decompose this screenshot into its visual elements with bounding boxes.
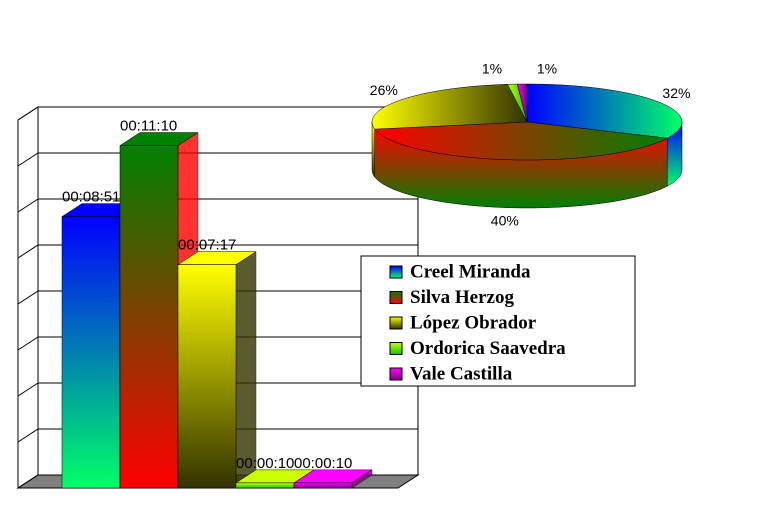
pie-label: 1% bbox=[482, 61, 502, 77]
bar-side bbox=[235, 251, 257, 489]
bar bbox=[119, 145, 179, 489]
pie-slice bbox=[374, 121, 669, 161]
bar bbox=[235, 482, 295, 489]
legend-swatch bbox=[389, 291, 403, 304]
legend-label: Creel Miranda bbox=[410, 261, 531, 282]
grid-line bbox=[17, 290, 418, 305]
value-label: 00:11:10 bbox=[120, 118, 177, 135]
grid-line bbox=[17, 244, 418, 259]
value-label: 00:00:10 bbox=[294, 455, 352, 472]
pie-label: 1% bbox=[537, 61, 557, 77]
grid-line bbox=[17, 428, 418, 443]
legend-swatch bbox=[389, 316, 403, 330]
legend-swatch bbox=[389, 265, 403, 279]
grid-line bbox=[17, 152, 418, 167]
pie-slice bbox=[526, 83, 683, 139]
bar bbox=[177, 264, 237, 489]
legend-swatch bbox=[389, 367, 403, 381]
bar bbox=[293, 482, 353, 489]
legend-label: Vale Castilla bbox=[410, 363, 513, 384]
pie-label: 40% bbox=[491, 212, 519, 228]
bar bbox=[61, 216, 121, 489]
value-label: 00:00:10 bbox=[236, 455, 294, 472]
pie-label: 26% bbox=[370, 82, 398, 98]
legend-label: López Obrador bbox=[410, 312, 537, 333]
legend-label: Silva Herzog bbox=[410, 287, 514, 308]
value-label: 00:07:17 bbox=[178, 237, 236, 254]
pie-slice bbox=[516, 83, 528, 123]
pie-label: 32% bbox=[662, 85, 690, 101]
value-label: 00:08:51 bbox=[62, 189, 120, 206]
grid-line bbox=[17, 382, 418, 397]
legend-label: Ordorica Saavedra bbox=[410, 338, 566, 359]
legend-swatch bbox=[389, 342, 403, 355]
grid-line bbox=[17, 198, 418, 213]
grid-line bbox=[17, 106, 418, 121]
legend-box bbox=[360, 255, 636, 387]
grid-line bbox=[17, 336, 418, 351]
pie-slice bbox=[371, 84, 528, 130]
pie-side bbox=[371, 121, 375, 178]
